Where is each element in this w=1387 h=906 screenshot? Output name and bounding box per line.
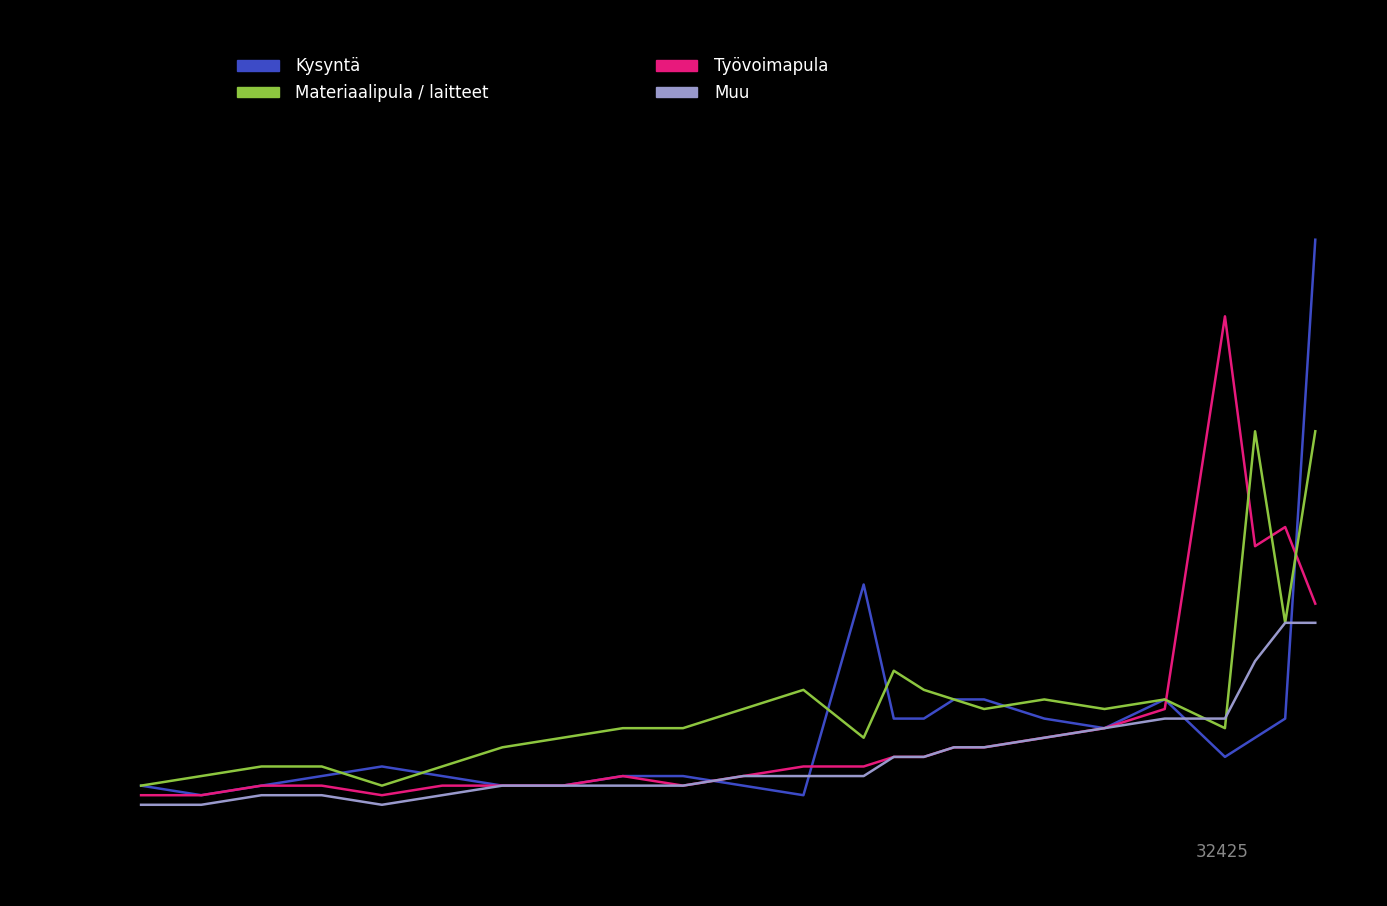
Text: 32425: 32425: [1196, 843, 1248, 861]
Legend: Kysyntä, Materiaalipula / laitteet, Työvoimapula, Muu: Kysyntä, Materiaalipula / laitteet, Työv…: [230, 51, 835, 109]
